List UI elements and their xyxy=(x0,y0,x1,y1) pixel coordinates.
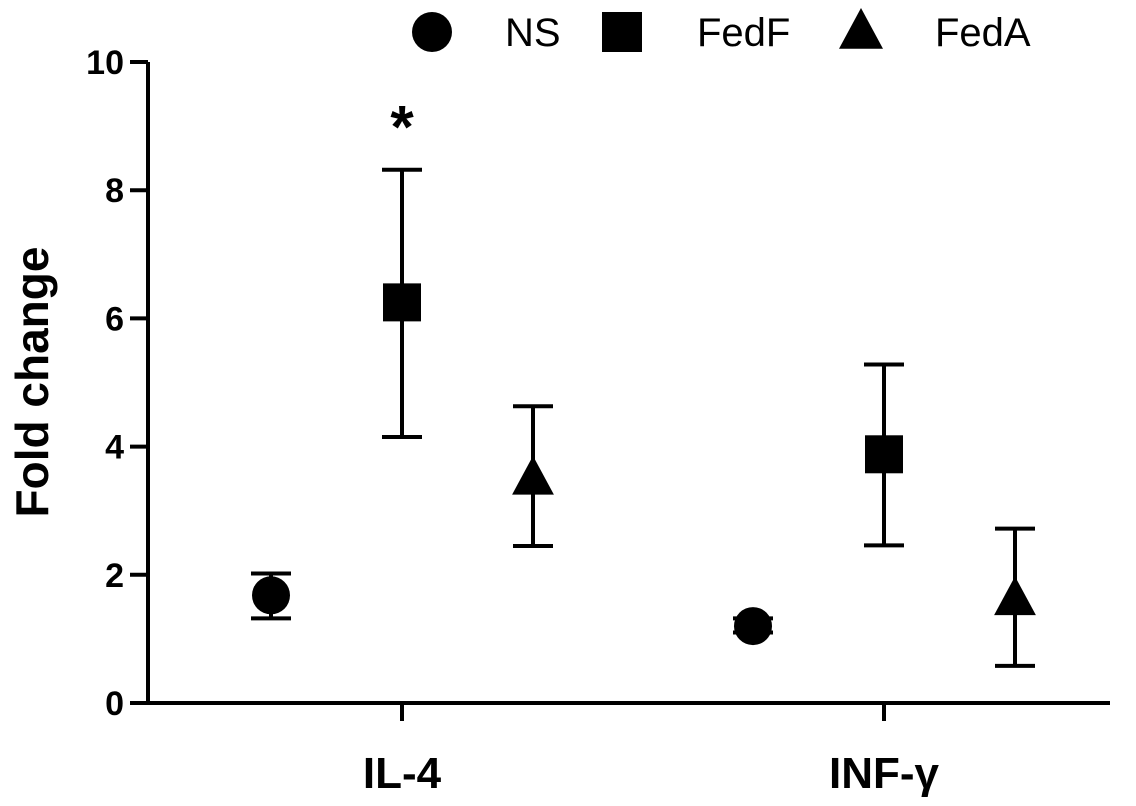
data-point-FedA xyxy=(994,576,1036,616)
legend-marker-FedF xyxy=(602,12,642,52)
axes: 0 2 4 6 8 10 IL-4 INF-γ xyxy=(86,44,1110,798)
y-axis-label: Fold change xyxy=(6,247,58,518)
significance-annotation: * xyxy=(390,94,414,161)
data-point-group xyxy=(733,607,773,646)
data-point-FedF xyxy=(383,283,421,322)
data-point-NS xyxy=(734,607,772,646)
legend-label-FedA: FedA xyxy=(935,11,1031,55)
y-tick-label: 10 xyxy=(86,44,124,82)
data-point-group xyxy=(864,362,904,548)
legend-marker-FedA xyxy=(839,8,883,49)
legend: NS FedF FedA xyxy=(412,8,1031,55)
x-tick-label: IL-4 xyxy=(363,749,442,798)
legend-label-NS: NS xyxy=(505,11,561,55)
y-tick-label: 2 xyxy=(105,557,124,595)
data-point-group xyxy=(251,571,291,621)
y-tick-label: 8 xyxy=(105,172,124,210)
legend-marker-NS xyxy=(412,12,452,52)
y-tick-label: 0 xyxy=(105,685,124,723)
y-tick-label: 6 xyxy=(105,300,124,338)
data-point-group xyxy=(994,526,1036,668)
data-point-FedA xyxy=(512,455,554,495)
legend-label-FedF: FedF xyxy=(697,11,790,55)
data-point-FedF xyxy=(865,435,903,474)
x-tick-label: INF-γ xyxy=(829,749,940,798)
data-point-group xyxy=(512,404,554,548)
data-point-group xyxy=(382,167,422,439)
data-marks: * xyxy=(251,94,1036,668)
data-point-NS xyxy=(252,576,290,615)
y-tick-label: 4 xyxy=(105,429,124,467)
